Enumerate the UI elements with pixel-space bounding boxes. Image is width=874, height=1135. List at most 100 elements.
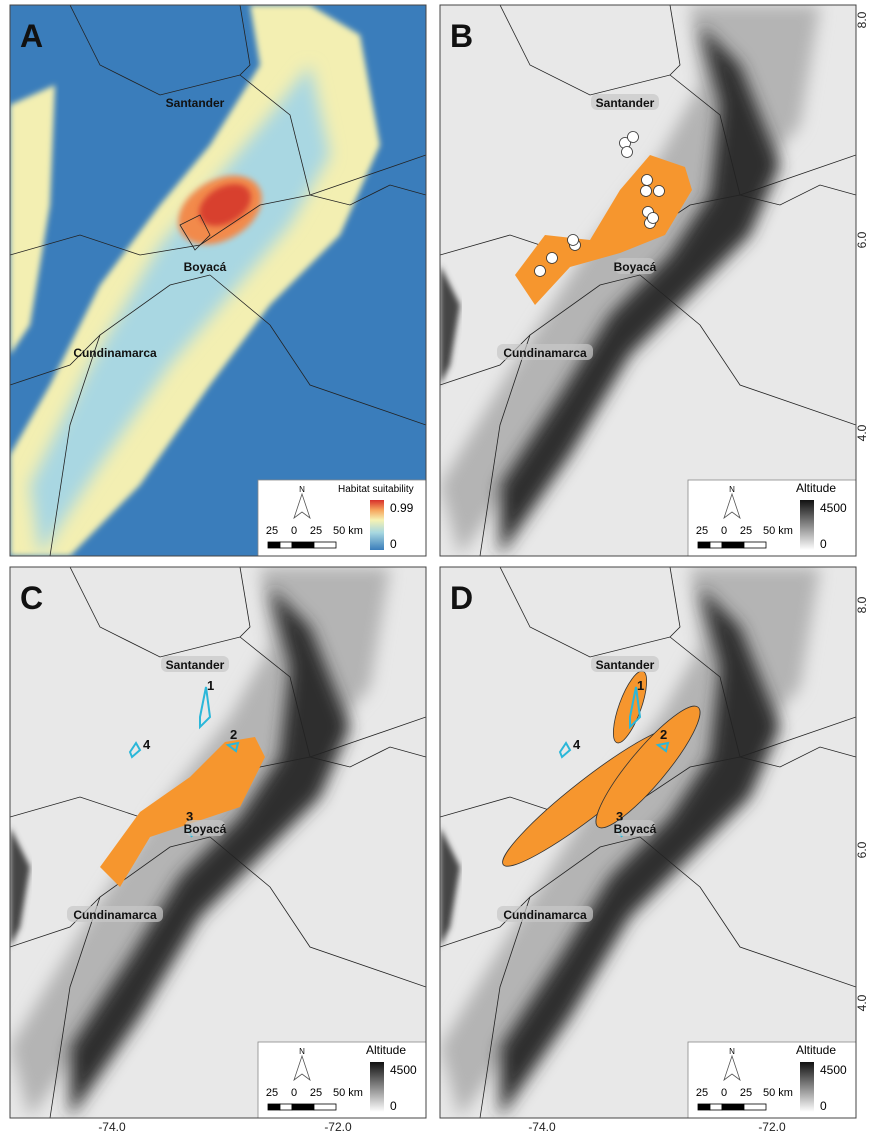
scale-label: 0 xyxy=(721,1087,727,1099)
scale-bar-segment xyxy=(314,1104,336,1110)
legend-title: Altitude xyxy=(796,481,836,495)
occurrence-point xyxy=(622,147,633,158)
legend-ramp xyxy=(370,500,384,550)
panel-letter: D xyxy=(450,580,473,616)
region-label: Boyacá xyxy=(614,260,657,274)
scale-label: 25 xyxy=(696,525,708,537)
scale-label: 25 xyxy=(310,1087,322,1099)
legend-ramp xyxy=(800,500,814,550)
latitude-label: 6.0 xyxy=(855,841,869,858)
region-label: Santander xyxy=(166,96,225,110)
latitude-label: 8.0 xyxy=(855,11,869,28)
scale-label: 25 xyxy=(310,525,322,537)
scale-bar-segment xyxy=(722,1104,744,1110)
north-label: N xyxy=(299,1047,305,1056)
region-label: Boyacá xyxy=(184,260,227,274)
occurrence-point xyxy=(535,266,546,277)
latitude-label: 6.0 xyxy=(855,231,869,248)
occurrence-point xyxy=(642,175,653,186)
scale-label: 25 xyxy=(696,1087,708,1099)
scale-label: 0 xyxy=(291,1087,297,1099)
scale-label: 0 xyxy=(291,525,297,537)
scale-label: 50 km xyxy=(333,1087,363,1099)
scale-label: 0 xyxy=(721,525,727,537)
occurrence-point xyxy=(628,132,639,143)
longitude-label: -74.0 xyxy=(528,1120,556,1134)
region-label: Cundinamarca xyxy=(503,908,587,922)
panel-letter: C xyxy=(20,580,43,616)
panel-letter: A xyxy=(20,18,43,54)
longitude-label: -72.0 xyxy=(324,1120,352,1134)
scale-bar-segment xyxy=(268,1104,280,1110)
patch-number: 2 xyxy=(230,727,237,742)
scale-bar-segment xyxy=(710,1104,722,1110)
legend-max: 4500 xyxy=(820,501,847,515)
legend: N2502550 kmAltitude45000 xyxy=(258,1042,426,1118)
region-label: Boyacá xyxy=(184,822,227,836)
scale-bar-segment xyxy=(292,542,314,548)
legend-max: 4500 xyxy=(390,1063,417,1077)
occurrence-point xyxy=(648,213,659,224)
scale-bar-segment xyxy=(710,542,722,548)
legend-title: Altitude xyxy=(796,1043,836,1057)
legend: N 25 0 25 50 km Habitat suitability 0.99 0 xyxy=(258,480,426,556)
occurrence-point xyxy=(641,186,652,197)
region-label: Cundinamarca xyxy=(503,346,587,360)
scale-label: 25 xyxy=(740,525,752,537)
legend-ramp xyxy=(800,1062,814,1112)
patch-number: 4 xyxy=(573,737,581,752)
scale-label: 25 xyxy=(266,525,278,537)
scale-label: 50 km xyxy=(333,525,363,537)
region-label: Santander xyxy=(596,96,655,110)
legend-min: 0 xyxy=(820,1099,827,1113)
legend-max: 0.99 xyxy=(390,501,414,515)
map-area xyxy=(440,567,856,1118)
occurrence-point xyxy=(654,186,665,197)
scale-bar-segment xyxy=(292,1104,314,1110)
occurrence-point xyxy=(568,235,579,246)
latitude-label: 4.0 xyxy=(855,994,869,1011)
scale-bar-segment xyxy=(698,542,710,548)
scale-bar-segment xyxy=(314,542,336,548)
region-label: Cundinamarca xyxy=(73,908,157,922)
map-area xyxy=(440,5,856,556)
longitude-label: -74.0 xyxy=(98,1120,126,1134)
legend-title: Altitude xyxy=(366,1043,406,1057)
north-label: N xyxy=(729,1047,735,1056)
legend-max: 4500 xyxy=(820,1063,847,1077)
scale-bar-segment xyxy=(268,542,280,548)
panel-letter: B xyxy=(450,18,473,54)
scale-bar-segment xyxy=(744,1104,766,1110)
region-label: Santander xyxy=(596,658,655,672)
legend-title: Habitat suitability xyxy=(338,484,414,495)
north-label: N xyxy=(729,485,735,494)
patch-number: 4 xyxy=(143,737,151,752)
scale-bar-segment xyxy=(698,1104,710,1110)
scale-label: 50 km xyxy=(763,525,793,537)
scale-bar-segment xyxy=(280,542,292,548)
patch-number: 1 xyxy=(637,678,644,693)
legend-min: 0 xyxy=(820,537,827,551)
region-label: Santander xyxy=(166,658,225,672)
legend-min: 0 xyxy=(390,537,397,551)
longitude-label: -72.0 xyxy=(758,1120,786,1134)
map-area xyxy=(10,5,426,556)
patch-number: 2 xyxy=(660,727,667,742)
map-area xyxy=(10,567,426,1118)
scale-label: 25 xyxy=(740,1087,752,1099)
scale-bar-segment xyxy=(280,1104,292,1110)
scale-label: 50 km xyxy=(763,1087,793,1099)
patch-number: 1 xyxy=(207,678,214,693)
legend: N 25 0 25 50 km Altitude 4500 0 xyxy=(688,1042,856,1118)
legend-min: 0 xyxy=(390,1099,397,1113)
scale-bar-segment xyxy=(744,542,766,548)
north-label: N xyxy=(299,485,305,494)
latitude-label: 4.0 xyxy=(855,424,869,441)
figure: Santander Boyacá Cundinamarca A N 25 0 25 50 km H… xyxy=(0,0,874,1135)
legend: N 25 0 25 50 km Altitude 4500 0 xyxy=(688,480,856,556)
map-panel: Santander Boyacá Cundinamarca B N 25 0 25 50 km A… xyxy=(440,5,856,556)
legend-ramp xyxy=(370,1062,384,1112)
